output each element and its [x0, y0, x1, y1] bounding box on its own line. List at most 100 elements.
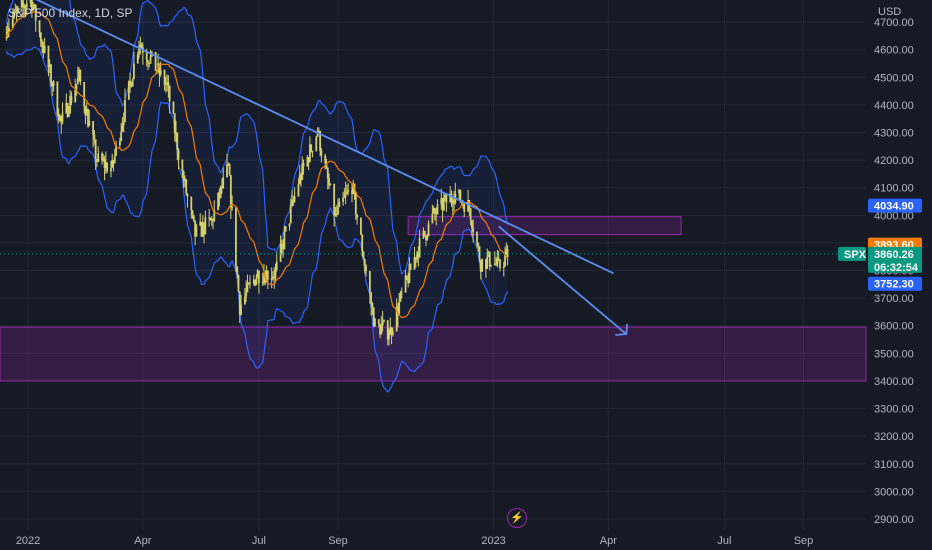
time-tick-label: Apr: [134, 535, 151, 547]
candle-body: [362, 251, 365, 259]
candle-body: [506, 249, 509, 257]
candle-body: [124, 99, 126, 123]
candle-body: [210, 218, 213, 221]
candle-body: [481, 258, 484, 272]
candle-body: [329, 183, 332, 186]
candle-body: [297, 184, 300, 197]
candle-body: [101, 153, 103, 161]
price-tick-label: 4100.00: [874, 183, 914, 195]
candle-body: [470, 220, 473, 229]
candle-body: [24, 6, 27, 8]
candle-body: [335, 213, 338, 215]
candle-body: [43, 45, 46, 53]
candle-body: [52, 81, 55, 87]
candle-body: [459, 189, 462, 202]
candle-body: [240, 304, 242, 316]
candle-body: [120, 131, 123, 142]
lightning-icon[interactable]: ⚡: [507, 508, 527, 528]
candle-body: [60, 115, 63, 123]
candle-body: [83, 81, 86, 107]
candle-body: [136, 54, 139, 64]
candle-body: [283, 231, 286, 250]
candle-body: [356, 214, 359, 218]
candle-body: [97, 153, 100, 163]
time-tick-label: Sep: [328, 535, 348, 547]
candle-body: [388, 335, 390, 340]
time-tick-label: 2023: [481, 535, 505, 547]
time-tick-label: Jul: [252, 535, 266, 547]
candle-body: [69, 96, 72, 114]
price-tick-label: 3500.00: [874, 348, 914, 360]
candle-body: [377, 319, 380, 324]
candle-body: [389, 327, 392, 336]
candle-body: [219, 186, 222, 199]
lower-band-tag-bg: [868, 276, 922, 291]
candle-body: [48, 64, 51, 68]
candle-body: [133, 63, 135, 80]
candle-body: [158, 63, 161, 75]
candle-body: [181, 159, 184, 172]
candle-body: [237, 274, 240, 292]
candle-body: [399, 292, 402, 302]
candle-body: [499, 259, 501, 269]
candle-body: [426, 236, 429, 240]
candle-body: [422, 230, 425, 239]
candle-body: [121, 125, 124, 132]
candle-body: [416, 252, 418, 260]
candle-body: [451, 199, 454, 204]
candle-body: [8, 27, 10, 32]
candle-body: [186, 193, 189, 197]
candle-body: [425, 235, 427, 240]
time-tick-label: Jul: [717, 535, 731, 547]
candle-body: [444, 195, 447, 201]
candle-body: [127, 80, 130, 100]
candle-body: [368, 270, 371, 293]
candle-body: [365, 265, 367, 271]
time-tick-label: Apr: [600, 535, 617, 547]
candle-body: [360, 217, 362, 235]
candle-body: [493, 263, 496, 266]
candle-body: [167, 82, 170, 86]
candle-body: [104, 162, 107, 168]
candle-body: [222, 177, 225, 189]
candle-body: [176, 132, 179, 151]
candle-body: [478, 246, 481, 260]
candle-body: [66, 102, 69, 117]
time-tick-label: 2022: [16, 535, 40, 547]
candle-body: [280, 243, 283, 245]
candle-body: [414, 257, 417, 260]
trendline: [35, 0, 614, 275]
candle-body: [131, 79, 134, 87]
candle-body: [298, 174, 301, 185]
candle-body: [122, 122, 125, 126]
candle-body: [11, 18, 14, 28]
candle-body: [361, 234, 364, 252]
candle-body: [111, 159, 114, 168]
candle-body: [306, 156, 309, 167]
candle-body: [65, 102, 68, 114]
candle-body: [333, 183, 336, 216]
candle-body: [103, 159, 106, 168]
upper-band-tag-bg: [868, 198, 922, 213]
candle-body: [113, 155, 116, 164]
candle-body: [502, 266, 505, 269]
candle-body: [300, 174, 302, 181]
candle-body: [265, 270, 268, 283]
candle-body: [56, 81, 59, 115]
candle-body: [199, 221, 202, 226]
candle-body: [41, 41, 43, 46]
candle-body: [209, 217, 212, 221]
candle-body: [469, 208, 472, 221]
candle-body: [316, 132, 319, 137]
candle-body: [342, 198, 344, 202]
candle-body: [200, 221, 203, 237]
candle-body: [347, 190, 350, 192]
candle-body: [381, 322, 384, 326]
candle-body: [249, 283, 251, 285]
candle-body: [264, 275, 267, 283]
candle-body: [79, 69, 82, 82]
price-tick-label: 3600.00: [874, 321, 914, 333]
candle-body: [145, 52, 148, 61]
candle-body: [92, 120, 95, 135]
